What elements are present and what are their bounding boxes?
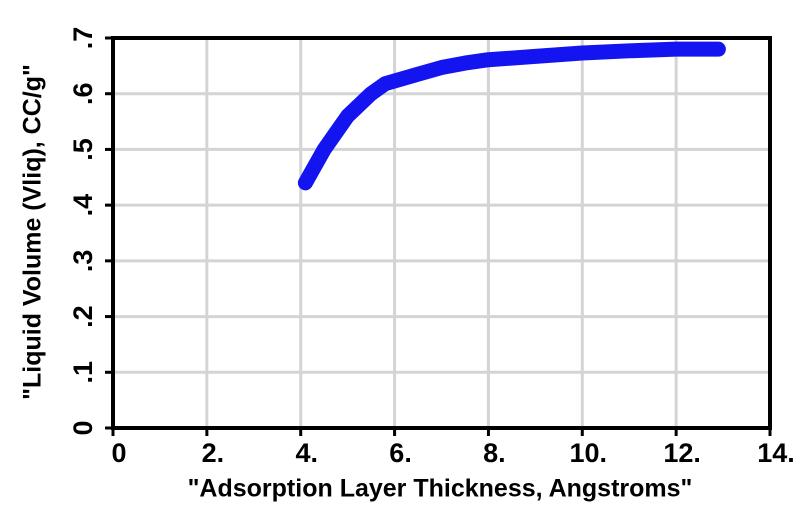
y-tick-label: 0 xyxy=(68,420,98,435)
x-axis-label: "Adsorption Layer Thickness, Angstroms" xyxy=(188,475,693,503)
x-tick-label: 8. xyxy=(483,438,506,468)
y-tick-label: .3 xyxy=(68,250,98,273)
y-tick-label: .6 xyxy=(68,82,98,105)
y-tick-label: .7 xyxy=(68,27,98,50)
x-tick-label: 12. xyxy=(663,438,701,468)
x-tick-label: 2. xyxy=(202,438,225,468)
x-tick-label: 4. xyxy=(295,438,318,468)
x-tick-label: 0 xyxy=(111,438,126,468)
y-tick-label: .2 xyxy=(68,305,98,328)
data-line xyxy=(297,41,726,191)
y-tick-label: .5 xyxy=(68,138,98,161)
y-tick-label: .4 xyxy=(68,194,98,217)
plot-frame xyxy=(111,36,772,430)
y-axis-label: "Liquid Volume (Vliq), CC/g" xyxy=(19,64,47,400)
x-tick-label: 6. xyxy=(389,438,412,468)
x-tick-label: 14. xyxy=(757,438,795,468)
x-tick-label: 10. xyxy=(570,438,608,468)
y-tick-label: .1 xyxy=(68,361,98,384)
